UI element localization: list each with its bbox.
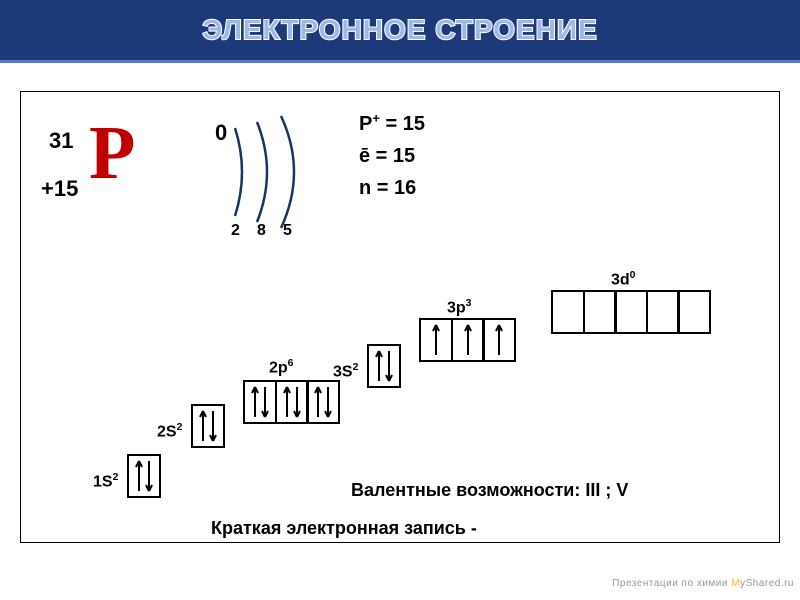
orbital-cell bbox=[583, 290, 617, 334]
orbital-boxes-3p bbox=[419, 318, 516, 362]
orbital-cell bbox=[451, 318, 485, 362]
orbital-label-3s: 3S2 bbox=[333, 362, 358, 381]
orbital-cell bbox=[367, 344, 401, 388]
orbital-cell bbox=[306, 380, 340, 424]
orbital-boxes-3d bbox=[551, 290, 711, 334]
orbital-boxes-2p bbox=[243, 380, 340, 424]
orbital-cell bbox=[614, 290, 648, 334]
content-area: 31 +15 P 0 2 8 5 P+ = 15 ē = 15 n = 16 1… bbox=[0, 63, 800, 593]
orbital-cell bbox=[482, 318, 516, 362]
page-title: ЭЛЕКТРОННОЕ СТРОЕНИЕ bbox=[0, 14, 800, 46]
orbital-cell bbox=[677, 290, 711, 334]
watermark: Презентации по химии MyShared.ru bbox=[612, 578, 794, 589]
shell-3-count: 5 bbox=[283, 222, 292, 240]
orbital-label-3d: 3d0 bbox=[611, 270, 635, 289]
particle-counts: P+ = 15 ē = 15 n = 16 bbox=[359, 108, 425, 204]
shell-1-count: 2 bbox=[231, 222, 240, 240]
orbital-label-2p: 2p6 bbox=[269, 358, 293, 377]
title-bar: ЭЛЕКТРОННОЕ СТРОЕНИЕ bbox=[0, 0, 800, 63]
orbital-cell bbox=[191, 404, 225, 448]
proton-count: P+ = 15 bbox=[359, 108, 425, 140]
neutron-count: n = 16 bbox=[359, 172, 425, 204]
diagram-frame: 31 +15 P 0 2 8 5 P+ = 15 ē = 15 n = 16 1… bbox=[20, 91, 780, 543]
orbital-boxes-3s bbox=[367, 344, 401, 388]
orbital-label-2s: 2S2 bbox=[157, 422, 182, 441]
orbital-cell bbox=[243, 380, 277, 424]
orbital-boxes-1s bbox=[127, 454, 161, 498]
electron-count: ē = 15 bbox=[359, 140, 425, 172]
orbital-cell bbox=[551, 290, 585, 334]
orbital-cell bbox=[419, 318, 453, 362]
orbital-cell bbox=[646, 290, 680, 334]
shell-2-count: 8 bbox=[257, 222, 266, 240]
orbital-cell bbox=[275, 380, 309, 424]
short-notation-label: Краткая электронная запись - bbox=[211, 518, 477, 539]
orbital-label-1s: 1S2 bbox=[93, 472, 118, 491]
orbital-cell bbox=[127, 454, 161, 498]
orbital-boxes-2s bbox=[191, 404, 225, 448]
valence-text: Валентные возможности: III ; V bbox=[351, 480, 628, 501]
orbital-label-3p: 3p3 bbox=[447, 298, 471, 317]
